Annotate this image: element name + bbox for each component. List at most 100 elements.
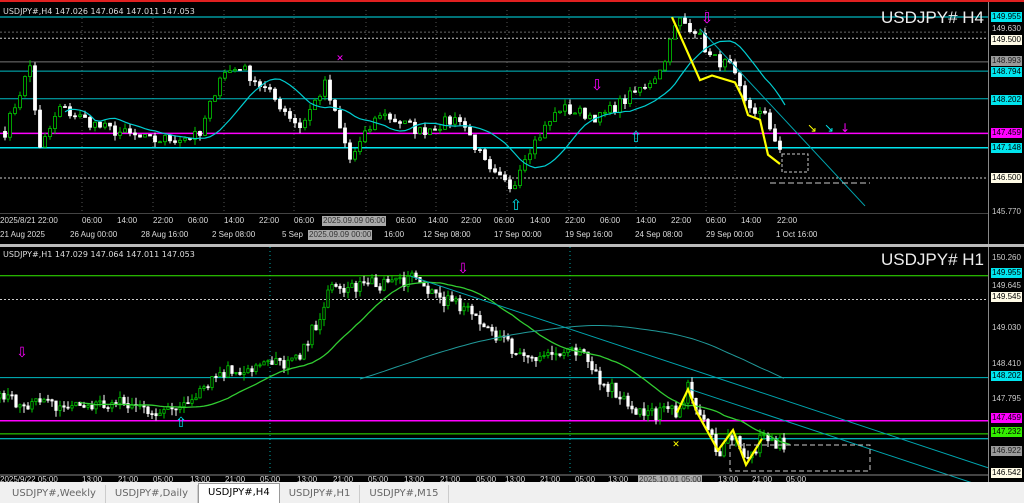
bull-candle <box>363 130 367 143</box>
bear-candle <box>366 282 370 285</box>
bear-candle <box>278 98 282 110</box>
bear-candle <box>238 69 242 71</box>
bear-candle <box>503 174 507 181</box>
price-label: 148.202 <box>991 95 1022 105</box>
bull-candle <box>638 408 642 415</box>
bear-candle <box>634 408 638 415</box>
bear-candle <box>283 108 287 112</box>
bear-candle <box>14 394 18 408</box>
time-label: 05:00 <box>786 475 807 484</box>
bear-candle <box>590 361 594 371</box>
tab-h1[interactable]: USDJPY#,H1 <box>280 485 361 503</box>
h4-chart-pane[interactable]: ⇩ ⇩ ⇧ ⇧ ✕ ↘ ↘ ↓ USDJPY#,H4 147.026 147.064 147.… <box>0 0 1024 244</box>
bear-candle <box>333 99 337 111</box>
h1-price-axis[interactable]: 150.260 149.955 149.645 149.545 149.030 148.4… <box>988 247 1024 482</box>
bull-candle <box>290 357 294 361</box>
bull-candle <box>678 17 682 27</box>
time-label: 21:00 <box>752 475 773 484</box>
bull-candle <box>770 439 774 442</box>
bull-candle <box>254 364 258 372</box>
bear-candle <box>423 127 427 135</box>
h1-chart-pane[interactable]: ⇩ ⇩ ⇧ ✕ USDJPY#,H1 147.029 147.064 147.011 … <box>0 244 1024 485</box>
bull-candle <box>658 407 662 421</box>
tab-m15[interactable]: USDJPY#,M15 <box>360 485 449 503</box>
bull-candle <box>18 95 22 109</box>
bull-candle <box>622 395 626 400</box>
bull-candle <box>713 54 717 56</box>
bear-candle <box>494 330 498 341</box>
cross-marker-icon: ✕ <box>336 54 344 64</box>
bear-candle <box>630 405 634 410</box>
bull-candle <box>518 169 522 186</box>
h1-symbol-label: USDJPY# H1 <box>881 250 984 269</box>
bear-candle <box>753 107 757 114</box>
time-label: 05:00 <box>260 475 281 484</box>
bull-candle <box>143 134 147 138</box>
h1-price-chart[interactable]: ⇩ ⇩ ⇧ ✕ <box>0 247 988 482</box>
bear-candle <box>298 122 302 129</box>
bull-candle <box>286 359 290 369</box>
bear-candle <box>458 117 462 122</box>
bear-candle <box>710 429 714 435</box>
bull-candle <box>30 401 34 410</box>
bear-candle <box>50 399 54 402</box>
time-label: 21 Aug 2025 <box>0 230 45 239</box>
bull-candle <box>308 109 312 121</box>
bear-candle <box>68 106 72 117</box>
bear-candle <box>173 140 177 143</box>
price-label: 146.500 <box>991 173 1022 183</box>
bear-candle <box>126 403 130 409</box>
bull-candle <box>202 386 206 389</box>
tab-h4[interactable]: USDJPY#,H4 <box>198 483 280 503</box>
bull-candle <box>158 412 162 417</box>
time-label: 14:00 <box>428 216 449 225</box>
h4-price-axis[interactable]: 149.955 149.630 149.500 148.993 148.794 148.2… <box>988 2 1024 244</box>
bull-candle <box>603 111 607 114</box>
bear-candle <box>374 277 378 288</box>
bear-candle <box>142 404 146 408</box>
bear-candle <box>613 105 617 113</box>
bull-candle <box>350 282 354 288</box>
bull-candle <box>383 113 387 117</box>
bull-candle <box>533 139 537 155</box>
bear-candle <box>426 285 430 294</box>
tab-daily[interactable]: USDJPY#,Daily <box>106 485 198 503</box>
bull-candle <box>588 114 592 119</box>
bear-candle <box>98 121 102 128</box>
bear-candle <box>334 284 338 287</box>
time-label: 06:00 <box>494 216 515 225</box>
price-label: 149.955 <box>991 12 1022 22</box>
time-label: 14:00 <box>636 216 657 225</box>
bear-candle <box>474 313 478 316</box>
time-label: 22:00 <box>153 216 174 225</box>
bull-candle <box>43 136 47 148</box>
h4-price-chart[interactable]: ⇩ ⇩ ⇧ ⇧ ✕ ↘ ↘ ↓ <box>0 2 988 214</box>
bull-candle <box>242 372 246 375</box>
bull-candle <box>610 382 614 392</box>
bear-candle <box>114 402 118 404</box>
bull-candle <box>462 306 466 312</box>
price-label: 147.148 <box>991 143 1022 153</box>
bear-candle <box>78 401 82 406</box>
bear-candle <box>46 398 50 401</box>
time-label: 1 Oct 16:00 <box>776 230 818 239</box>
time-label: 13:00 <box>297 475 318 484</box>
bear-candle <box>490 326 494 332</box>
bull-candle <box>410 272 414 277</box>
bear-candle <box>614 382 618 398</box>
bull-candle <box>368 129 372 132</box>
range-box <box>729 444 871 472</box>
bear-candle <box>388 113 392 120</box>
price-label: 149.630 <box>992 24 1021 33</box>
time-label: 26 Aug 00:00 <box>70 230 118 239</box>
bear-candle <box>306 343 310 346</box>
bull-candle <box>358 141 362 152</box>
up-arrow-icon: ⇧ <box>510 196 523 214</box>
time-label: 13:00 <box>190 475 211 484</box>
price-label: 149.645 <box>992 281 1021 290</box>
time-label: 2025/8/21 22:00 <box>0 216 58 225</box>
time-label: 06:00 <box>396 216 417 225</box>
time-label: 13:00 <box>718 475 739 484</box>
bear-candle <box>263 86 267 89</box>
tab-weekly[interactable]: USDJPY#,Weekly <box>3 485 106 503</box>
